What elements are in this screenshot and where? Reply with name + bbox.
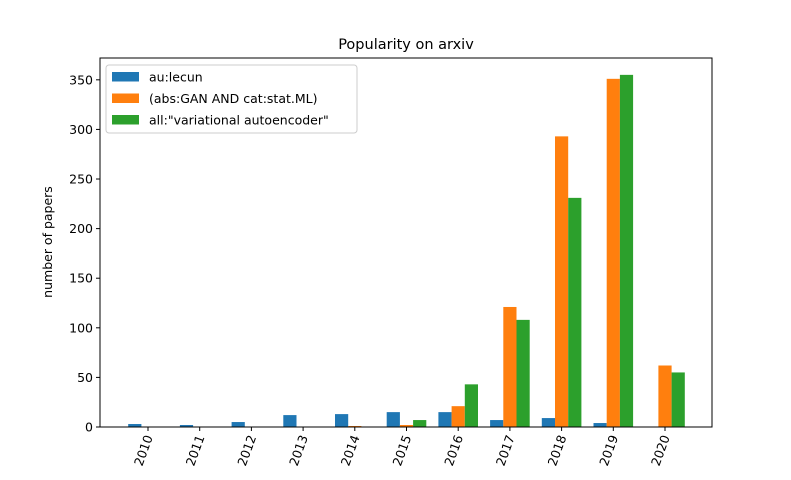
bar--abs-gan-and-cat-stat-ml--2017: [503, 306, 517, 427]
bar-au-lecun-2011: [179, 425, 194, 427]
bar-au-lecun-2010: [128, 424, 142, 427]
bar--abs-gan-and-cat-stat-ml--2020: [658, 365, 672, 427]
bar--abs-gan-and-cat-stat-ml--2018: [555, 136, 569, 427]
y-axis-label: number of papers: [40, 186, 55, 298]
bar-all-variational-autoencoder--2018: [568, 197, 582, 427]
y-tick-label: 150: [69, 271, 93, 286]
legend-swatch: [112, 93, 139, 103]
bar-au-lecun-2014: [335, 414, 349, 427]
bar--abs-gan-and-cat-stat-ml--2019: [606, 78, 620, 428]
bar-all-variational-autoencoder--2015: [413, 420, 427, 427]
legend: au:lecun (abs:GAN AND cat:stat.ML) all:"va…: [105, 64, 358, 134]
bar--abs-gan-and-cat-stat-ml--2015: [399, 425, 414, 427]
bar-au-lecun-2013: [283, 415, 297, 427]
bar-au-lecun-2012: [231, 422, 245, 427]
bars-group: [128, 74, 685, 428]
y-tick-label: 0: [85, 420, 93, 435]
bar-all-variational-autoencoder--2017: [516, 319, 530, 427]
bar-all-variational-autoencoder--2019: [619, 74, 634, 427]
y-tick-label: 200: [69, 221, 93, 236]
bar-au-lecun-2019: [593, 423, 607, 427]
legend-label: (abs:GAN AND cat:stat.ML): [149, 91, 317, 106]
y-tick-label: 300: [69, 122, 93, 137]
legend-swatch: [112, 72, 139, 82]
y-tick-label: 350: [69, 72, 93, 87]
bar-all-variational-autoencoder--2016: [464, 384, 478, 427]
bar-au-lecun-2017: [490, 420, 504, 427]
bar--abs-gan-and-cat-stat-ml--2016: [451, 406, 465, 427]
chart-title: Popularity on arxiv: [338, 37, 474, 53]
legend-label: all:"variational autoencoder": [149, 113, 329, 128]
legend-label: au:lecun: [149, 70, 203, 85]
bar-au-lecun-2016: [438, 412, 452, 427]
y-tick-label: 250: [69, 172, 93, 187]
bar-au-lecun-2015: [386, 412, 400, 427]
bar-au-lecun-2018: [541, 418, 555, 427]
legend-swatch: [112, 115, 139, 125]
y-tick-label: 50: [77, 370, 93, 385]
y-tick-label: 100: [69, 320, 93, 335]
legend-box: [105, 64, 358, 134]
y-axis: 0 50 100 150 200 250 300 350: [69, 72, 100, 435]
bar-all-variational-autoencoder--2020: [671, 372, 685, 427]
